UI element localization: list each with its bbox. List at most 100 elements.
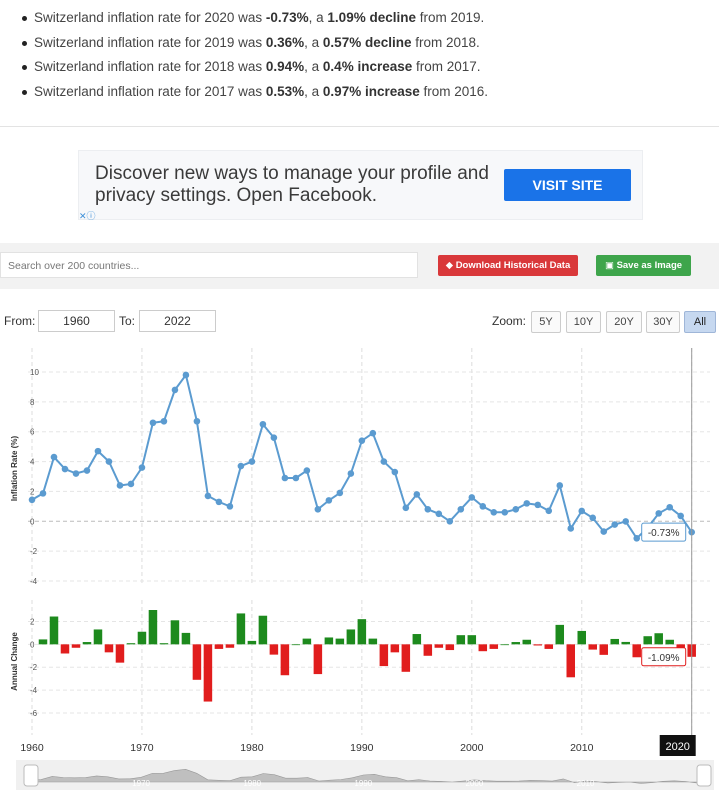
- zoom-30y-button[interactable]: 30Y: [646, 311, 680, 333]
- data-point: [457, 506, 465, 513]
- bar: [599, 644, 608, 655]
- zoom-5y-button[interactable]: 5Y: [531, 311, 561, 333]
- bar: [258, 615, 268, 645]
- y-tick-label: 4: [30, 458, 35, 467]
- data-point: [468, 494, 476, 501]
- bar: [324, 637, 334, 645]
- bullet-mid: , a: [304, 59, 323, 74]
- data-point: [501, 509, 509, 516]
- bar: [390, 644, 400, 653]
- bar: [522, 639, 532, 645]
- bar: [236, 613, 246, 645]
- data-point: [138, 464, 146, 471]
- y-axis-title: Inflation Rate (%): [10, 436, 19, 502]
- from-input[interactable]: 1960: [38, 310, 115, 332]
- bar: [225, 644, 235, 648]
- country-search-input[interactable]: Search over 200 countries...: [0, 252, 418, 278]
- zoom-all-button[interactable]: All: [684, 311, 716, 333]
- image-icon: ▣: [604, 260, 617, 271]
- bar: [93, 629, 103, 645]
- bar: [566, 644, 576, 678]
- data-point: [193, 417, 201, 425]
- bar: [401, 644, 411, 672]
- bullet-post: from 2016.: [419, 83, 489, 99]
- data-point: [479, 503, 487, 510]
- bar: [115, 644, 125, 663]
- bar: [181, 632, 191, 645]
- tooltip-text: -1.09%: [648, 653, 680, 664]
- y-tick-label: 0: [30, 517, 35, 526]
- bullet-mid: , a: [308, 10, 328, 25]
- summary-bullet: Switzerland inflation rate for 2017 was …: [22, 80, 719, 105]
- bullet-mid: , a: [304, 34, 323, 50]
- summary-bullet: Switzerland inflation rate for 2018 was …: [22, 55, 719, 80]
- data-point: [369, 429, 377, 437]
- data-point: [358, 437, 366, 444]
- data-point: [292, 474, 300, 482]
- y-tick-label: -6: [30, 709, 38, 718]
- ad-banner[interactable]: Discover new ways to manage your profile…: [78, 150, 643, 221]
- bar: [60, 644, 70, 654]
- data-point: [677, 512, 685, 520]
- y-tick-label: -4: [30, 577, 38, 586]
- bar: [192, 644, 202, 680]
- download-label: Download Historical Data: [455, 260, 571, 271]
- data-point: [391, 468, 399, 476]
- bar: [434, 644, 444, 648]
- data-point: [380, 458, 388, 465]
- download-historical-data-button[interactable]: ◆ Download Historical Data: [438, 255, 578, 276]
- navigator-handle-right[interactable]: [696, 764, 712, 787]
- visit-site-button[interactable]: VISIT SITE: [504, 169, 631, 201]
- data-point: [215, 498, 223, 506]
- bar: [577, 630, 587, 645]
- bullet-rate: 0.53%: [265, 83, 305, 99]
- zoom-20y-button[interactable]: 20Y: [606, 311, 642, 333]
- save-as-image-button[interactable]: ▣ Save as Image: [596, 255, 691, 276]
- navigator-label: 2000: [466, 779, 484, 788]
- data-point: [94, 447, 102, 455]
- bullet-rate: -0.73%: [265, 10, 309, 25]
- data-point: [589, 514, 597, 522]
- bullet-change: 1.09% decline: [327, 10, 416, 25]
- x-tick-label: 1970: [130, 742, 154, 754]
- data-point: [666, 503, 674, 511]
- x-tick-label: 2010: [570, 742, 594, 754]
- data-point: [633, 535, 641, 542]
- navigator-label: 2010: [577, 779, 595, 788]
- navigator-handle-left[interactable]: [23, 764, 39, 787]
- data-point: [567, 525, 575, 532]
- data-point: [127, 480, 135, 488]
- bar: [269, 644, 279, 655]
- y-tick-label: 2: [30, 617, 35, 626]
- data-point: [281, 474, 289, 482]
- zoom-10y-button[interactable]: 10Y: [566, 311, 601, 333]
- adchoices-icon[interactable]: ✕ⓘ: [79, 211, 96, 221]
- data-point: [204, 492, 212, 500]
- bar: [159, 643, 169, 645]
- data-point: [490, 509, 498, 516]
- bar: [544, 644, 554, 649]
- navigator-series: [29, 768, 701, 784]
- bar: [71, 644, 81, 648]
- summary-bullets: Switzerland inflation rate for 2020 was …: [0, 0, 719, 126]
- y-tick-label: 2: [30, 487, 35, 496]
- bar: [346, 629, 356, 645]
- y-tick-label: -2: [30, 547, 38, 556]
- bar: [335, 638, 345, 645]
- bar: [456, 635, 466, 645]
- data-point: [28, 496, 36, 504]
- to-input[interactable]: 2022: [139, 310, 216, 332]
- bar: [170, 620, 180, 645]
- bullet-change: 0.97% increase: [322, 83, 420, 99]
- summary-bullet: Switzerland inflation rate for 2019 was …: [22, 31, 719, 56]
- data-point: [578, 507, 586, 515]
- data-point: [237, 462, 245, 470]
- y-tick-label: 8: [30, 398, 35, 407]
- data-point: [149, 419, 157, 427]
- data-point: [655, 510, 663, 517]
- bar: [511, 642, 521, 645]
- bar: [247, 640, 257, 645]
- chart-toolbar: Search over 200 countries... ◆ Download …: [0, 243, 719, 289]
- x-highlight-box: [659, 735, 696, 756]
